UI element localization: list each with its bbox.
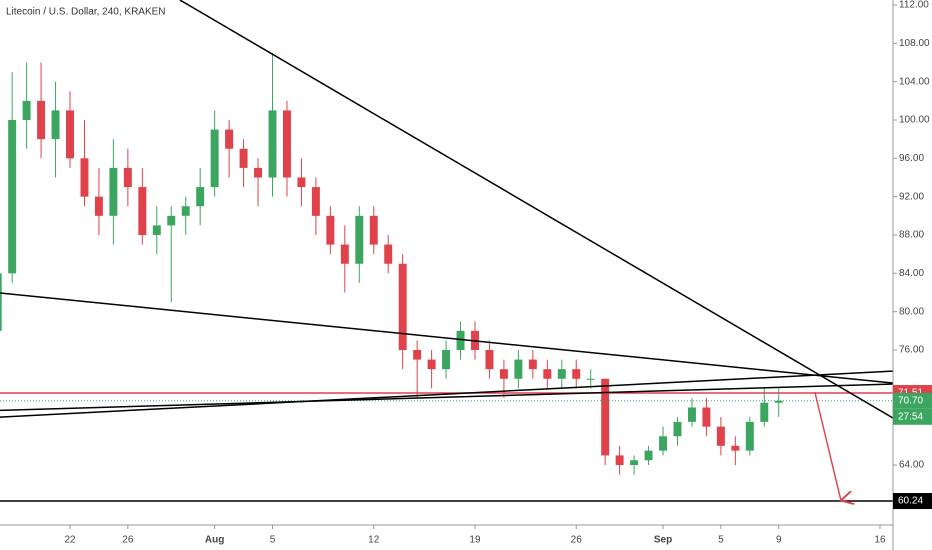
candle-body — [586, 378, 595, 380]
x-tick-label: 26 — [122, 535, 134, 546]
candle-body — [687, 407, 696, 422]
candle-body — [369, 215, 378, 245]
candle-body — [572, 369, 581, 379]
candle-body — [181, 206, 190, 216]
candle-body — [601, 378, 610, 456]
candle-body — [659, 436, 668, 451]
candle-body — [615, 455, 624, 466]
candle-body — [268, 110, 277, 178]
x-tick-label: Sep — [654, 535, 672, 546]
candle-body — [326, 215, 335, 245]
candle-body — [413, 350, 422, 360]
trendline — [0, 370, 893, 418]
candle-body — [630, 460, 639, 466]
candle-body — [123, 167, 132, 188]
trendline — [0, 383, 893, 412]
x-tick-label: 5 — [270, 535, 276, 546]
price-badge-label: 60.24 — [898, 496, 923, 507]
candle-body — [644, 450, 653, 461]
candle-body — [514, 359, 523, 379]
x-tick-label: 9 — [776, 535, 782, 546]
trendline — [0, 292, 893, 384]
y-tick-label: 108.00 — [899, 38, 930, 49]
x-tick-label: Aug — [205, 535, 224, 546]
candle-body — [499, 369, 508, 379]
y-tick-label: 84.00 — [899, 268, 924, 279]
candle-body — [311, 187, 320, 216]
y-tick-label: 100.00 — [899, 115, 930, 126]
candle-body — [282, 110, 291, 178]
candle-body — [94, 196, 103, 216]
candle-body — [485, 350, 494, 370]
candle-body — [51, 110, 60, 140]
candle-body — [8, 119, 17, 274]
candle-body — [456, 330, 465, 350]
y-tick-label: 76.00 — [899, 345, 924, 356]
candle-body — [528, 359, 537, 370]
x-tick-label: 5 — [718, 535, 724, 546]
y-tick-label: 112.00 — [899, 0, 929, 11]
y-tick-label: 96.00 — [899, 153, 924, 164]
candle-body — [427, 359, 436, 370]
candle-body — [673, 421, 682, 437]
candle-body — [138, 187, 147, 235]
candle-body — [254, 167, 263, 178]
candle-body — [66, 110, 74, 159]
y-tick-label: 92.00 — [899, 191, 924, 202]
candle-body — [384, 244, 393, 264]
candle-body — [340, 244, 349, 264]
candle-body — [239, 148, 248, 168]
candle-body — [774, 400, 783, 403]
countdown-badge — [893, 408, 932, 425]
candle-body — [398, 263, 407, 350]
x-tick-label: 19 — [469, 535, 481, 546]
y-tick-label: 80.00 — [899, 306, 924, 317]
candle-body — [760, 402, 769, 422]
x-tick-label: 12 — [368, 535, 380, 546]
candle-body — [355, 215, 364, 264]
y-tick-label: 104.00 — [899, 76, 930, 87]
candle-body — [225, 129, 234, 149]
countdown-label: 27:54 — [898, 411, 923, 422]
candle-body — [557, 369, 566, 379]
y-tick-label: 88.00 — [899, 230, 924, 241]
candle-body — [196, 187, 205, 207]
projection-arrow — [814, 392, 841, 500]
candle-body — [543, 369, 552, 379]
candle-body — [152, 225, 161, 235]
candle-body — [716, 426, 725, 446]
candle-body — [297, 177, 306, 188]
candle-body — [731, 445, 740, 451]
plot-area — [0, 0, 893, 501]
x-tick-label: 26 — [571, 535, 583, 546]
trendline — [179, 0, 893, 419]
x-tick-label: 22 — [64, 535, 76, 546]
candle-body — [745, 421, 754, 451]
y-tick-label: 64.00 — [899, 460, 924, 471]
price-badge — [893, 493, 932, 510]
candle-body — [80, 158, 89, 197]
candle-body — [37, 100, 46, 140]
candle-body — [109, 167, 118, 216]
candle-body — [442, 350, 451, 370]
price-badge-label: 70.70 — [898, 395, 923, 406]
candle-body — [167, 215, 176, 226]
candle-body — [210, 129, 219, 188]
price-badge — [893, 392, 932, 409]
candle-body — [702, 407, 711, 427]
x-tick-label: 16 — [874, 535, 886, 546]
candle-body — [0, 273, 2, 331]
chart-title: Litecoin / U.S. Dollar, 240, KRAKEN — [6, 7, 166, 18]
candle-body — [22, 100, 31, 120]
